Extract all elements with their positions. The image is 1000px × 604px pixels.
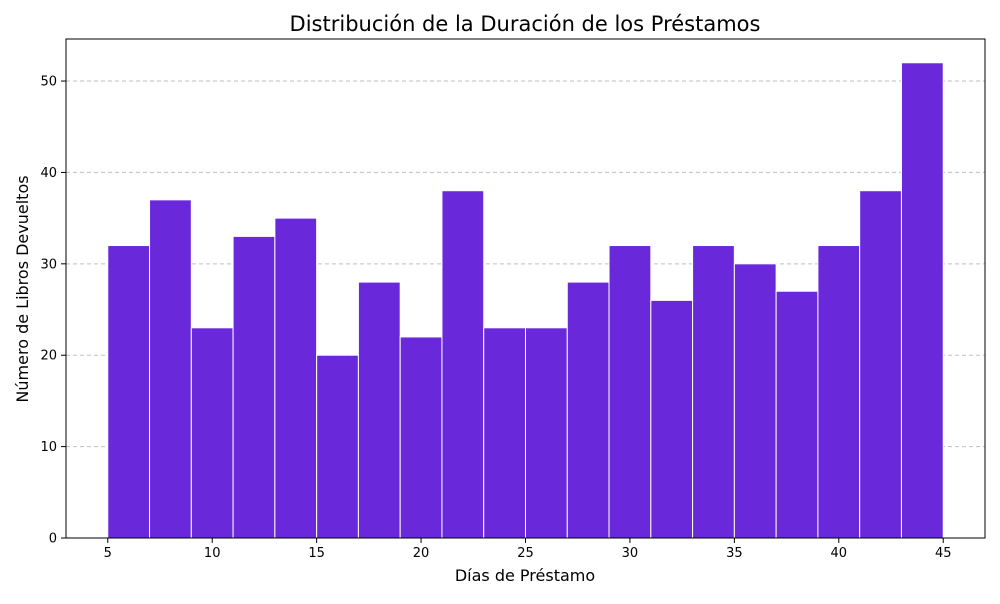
histogram-bar	[399, 336, 443, 539]
y-tick-label: 40	[40, 166, 57, 181]
histogram-bar	[650, 299, 694, 539]
x-tick-label: 40	[831, 546, 848, 561]
histogram-bar	[107, 245, 151, 539]
histogram-bar	[566, 281, 610, 539]
y-tick-label: 20	[40, 349, 57, 364]
histogram-bar	[483, 327, 526, 539]
chart-title: Distribución de la Duración de los Prést…	[290, 12, 761, 36]
histogram-bar	[316, 354, 359, 539]
x-tick-label: 10	[204, 546, 221, 561]
histogram-bar	[441, 190, 485, 539]
y-axis-label: Número de Libros Devueltos	[13, 175, 32, 402]
bars-group	[107, 62, 944, 539]
histogram-bar	[525, 327, 568, 539]
y-tick-label: 50	[40, 75, 57, 90]
x-axis-ticks: 5 10 15 20 25 30 35 40 45	[104, 538, 952, 561]
histogram-bar	[859, 190, 902, 539]
histogram-bar	[900, 62, 944, 539]
x-tick-label: 30	[622, 546, 639, 561]
histogram-bar	[775, 290, 819, 539]
y-tick-label: 30	[40, 257, 57, 272]
histogram-bar	[817, 245, 861, 539]
histogram-bar	[232, 235, 276, 539]
x-tick-label: 35	[726, 546, 743, 561]
y-tick-label: 10	[40, 440, 57, 455]
histogram-bar	[149, 199, 192, 539]
y-tick-label: 0	[49, 532, 57, 547]
x-tick-label: 5	[104, 546, 112, 561]
histogram-bar	[357, 281, 401, 539]
y-axis-ticks: 0 10 20 30 40 50	[40, 75, 66, 547]
histogram-bar	[608, 245, 652, 539]
histogram-bar	[274, 217, 318, 539]
x-tick-label: 15	[308, 546, 325, 561]
x-tick-label: 25	[517, 546, 534, 561]
histogram-bar	[733, 263, 777, 539]
histogram-bar	[692, 245, 735, 539]
x-tick-label: 45	[935, 546, 952, 561]
x-tick-label: 20	[413, 546, 430, 561]
x-axis-label: Días de Préstamo	[455, 566, 595, 585]
histogram-bar	[190, 327, 234, 539]
